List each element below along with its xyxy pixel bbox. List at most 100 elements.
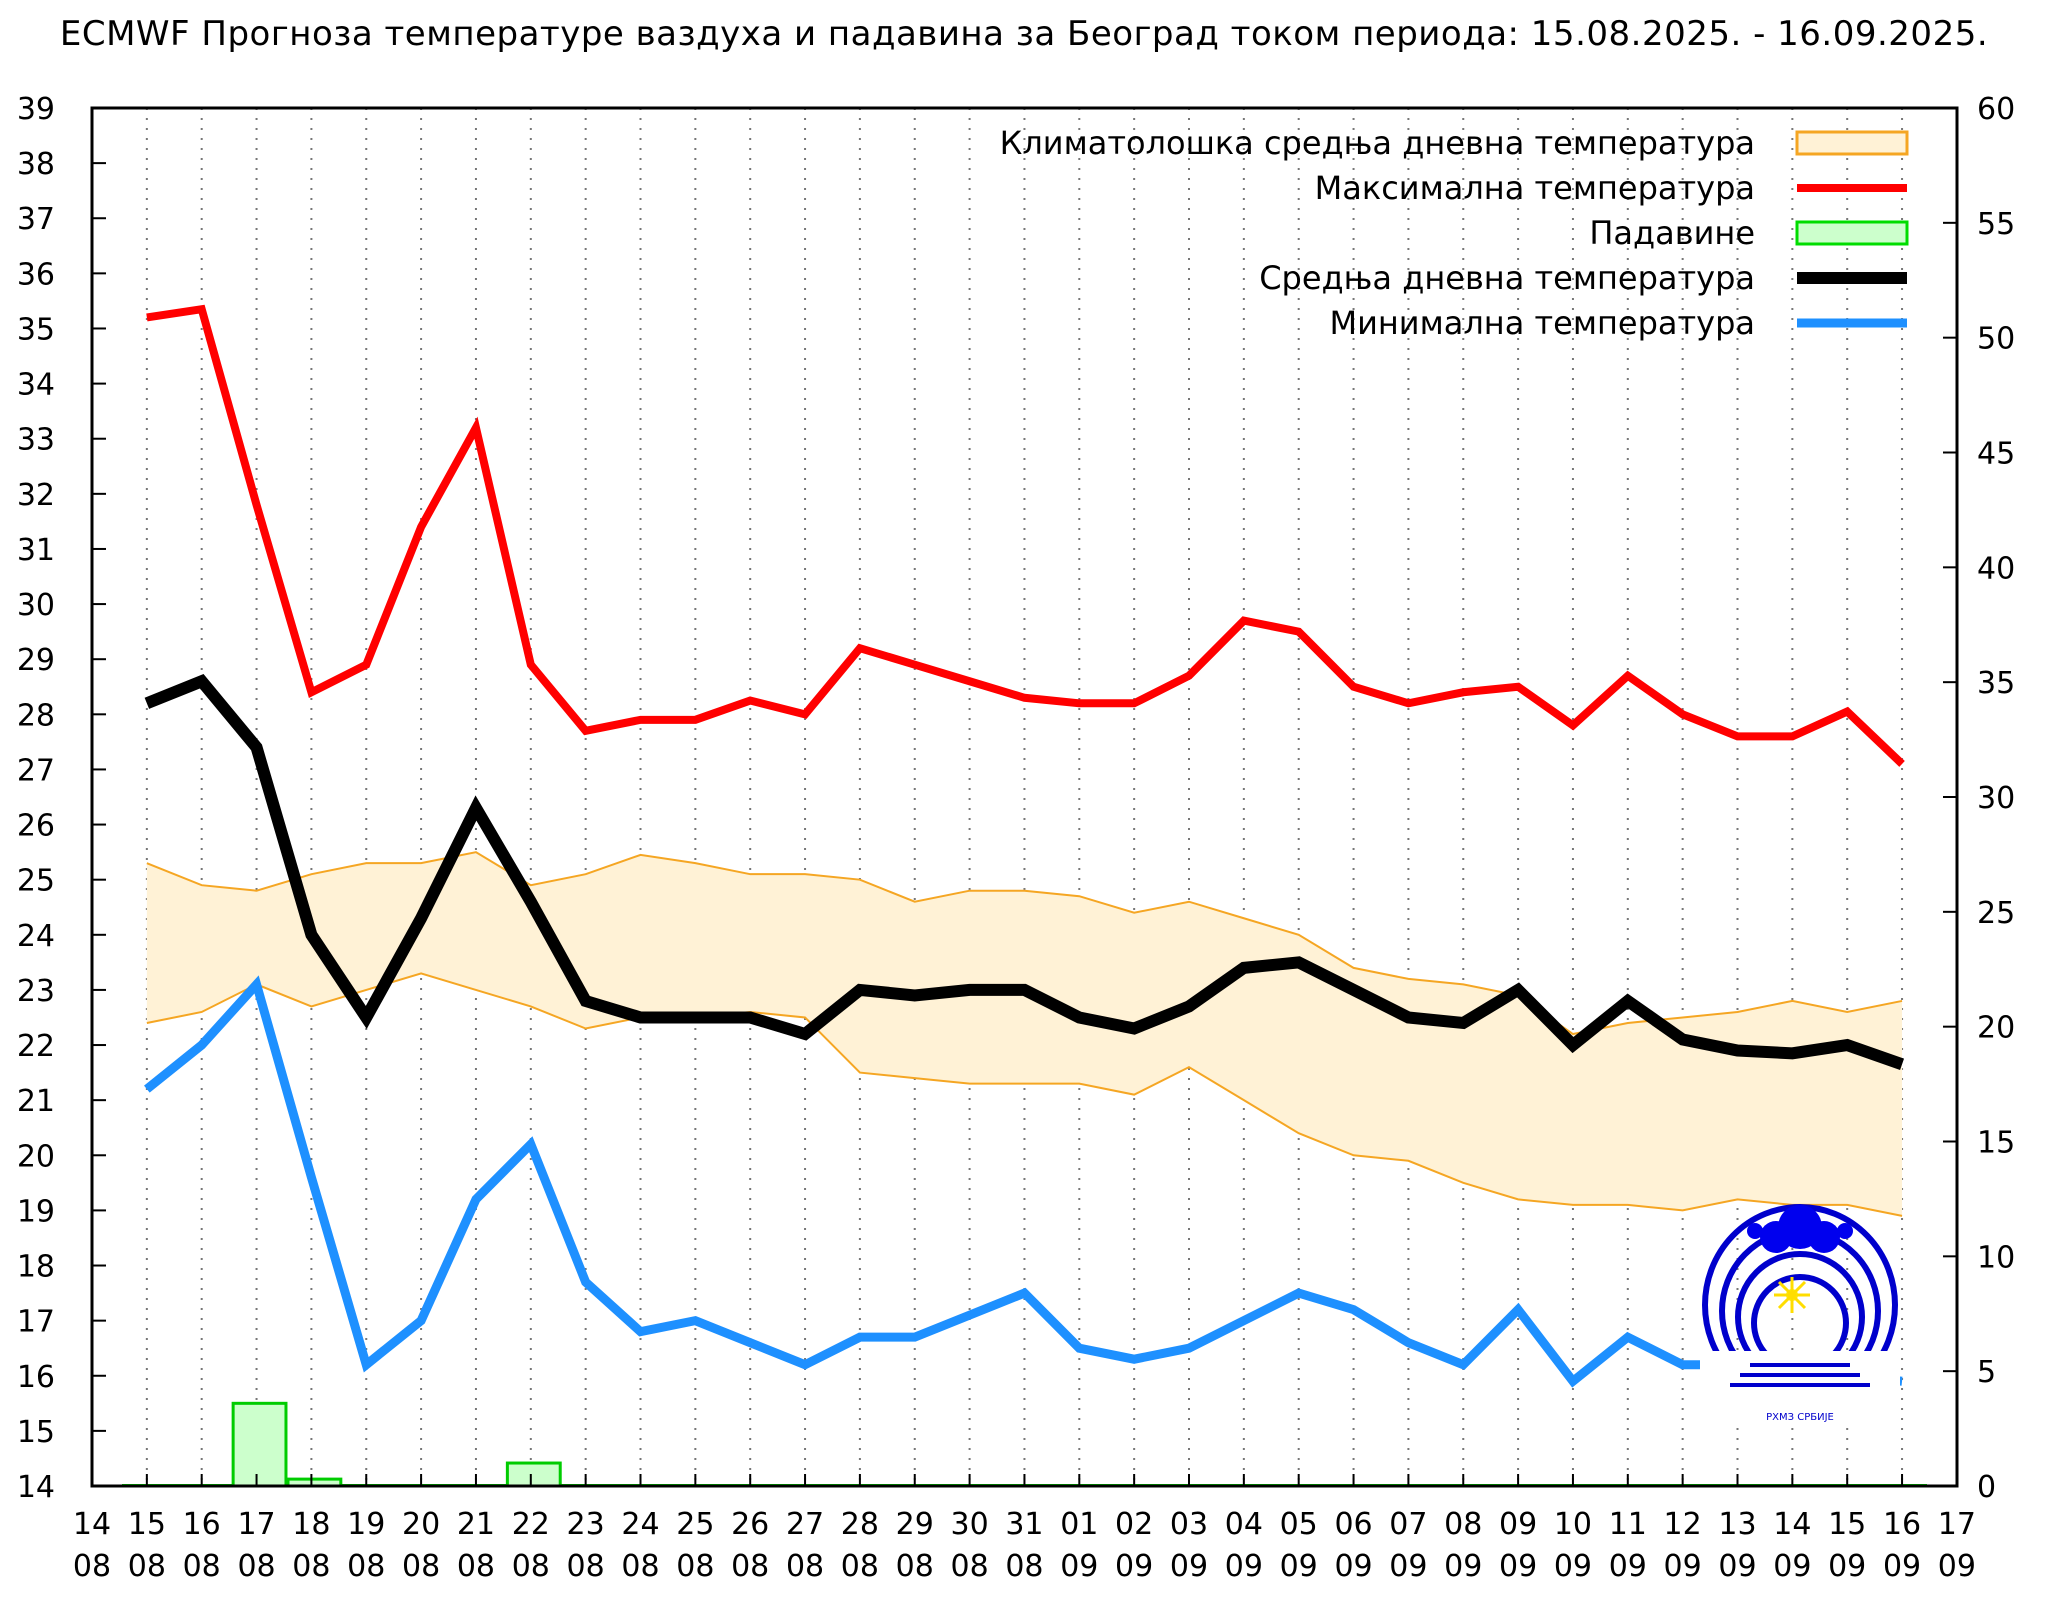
x-tick-day-27: 10 [1554,1507,1592,1542]
x-tick-day-20: 03 [1170,1507,1208,1542]
left-tick-label-18: 18 [17,1250,55,1285]
left-tick-label-32: 32 [17,478,55,513]
climatology-fill [146,852,1903,1216]
x-tick-day-26: 09 [1499,1507,1537,1542]
x-tick-day-29: 12 [1664,1507,1702,1542]
x-tick-month-0: 08 [73,1549,111,1584]
x-tick-day-14: 28 [841,1507,879,1542]
climatology-lower-line [146,972,1903,1217]
x-tick-day-32: 15 [1828,1507,1866,1542]
x-tick-day-31: 14 [1773,1507,1811,1542]
tmax-line [146,304,1905,767]
x-tick-day-18: 01 [1060,1507,1098,1542]
x-tick-day-8: 22 [512,1507,550,1542]
left-tick-label-14: 14 [17,1470,55,1505]
legend-label-tmin: Минимална температура [1329,304,1755,342]
x-tick-day-1: 15 [128,1507,166,1542]
x-tick-month-7: 08 [457,1549,495,1584]
x-tick-day-19: 02 [1115,1507,1153,1542]
legend-label-tmean: Средња дневна температура [1259,259,1755,297]
x-tick-day-21: 04 [1225,1507,1263,1542]
x-tick-month-21: 09 [1225,1549,1263,1584]
x-tick-day-3: 17 [237,1507,275,1542]
right-tick-label-40: 40 [1977,551,2015,586]
x-tick-month-24: 09 [1389,1549,1427,1584]
x-tick-month-18: 09 [1060,1549,1098,1584]
left-tick-label-16: 16 [17,1360,55,1395]
left-tick-label-23: 23 [17,974,55,1009]
left-tick-label-19: 19 [17,1194,55,1229]
right-tick-label-45: 45 [1977,437,2015,472]
left-tick-label-34: 34 [17,368,55,403]
right-tick-label-35: 35 [1977,666,2015,701]
left-tick-label-39: 39 [17,92,55,127]
x-tick-day-2: 16 [183,1507,221,1542]
left-tick-label-28: 28 [17,698,55,733]
right-tick-label-5: 5 [1977,1355,1996,1390]
right-tick-label-60: 60 [1977,92,2015,127]
left-tick-label-26: 26 [17,809,55,844]
x-tick-day-22: 05 [1280,1507,1318,1542]
x-tick-day-24: 07 [1389,1507,1427,1542]
tmean-line [144,674,1905,1070]
logo-mark [1700,1204,1900,1421]
legend-label-clim: Климатолошка средња дневна температура [1000,124,1755,162]
x-tick-month-26: 09 [1499,1549,1537,1584]
x-tick-day-10: 24 [621,1507,659,1542]
right-tick-label-55: 55 [1977,207,2015,242]
left-tick-label-38: 38 [17,147,55,182]
tmin-line [144,975,1903,1388]
rhmz-serbia-logo: РХМЗ СРБИЈЕ [1700,1204,1900,1423]
precipitation-bars [122,1401,1927,1488]
x-tick-day-17: 31 [1005,1507,1043,1542]
left-tick-label-22: 22 [17,1029,55,1064]
x-tick-month-9: 08 [567,1549,605,1584]
climatology-band [146,851,1903,1217]
x-tick-day-15: 29 [896,1507,934,1542]
x-tick-month-3: 08 [237,1549,275,1584]
x-tick-day-12: 26 [731,1507,769,1542]
x-tick-month-23: 09 [1334,1549,1372,1584]
left-tick-label-30: 30 [17,588,55,623]
x-tick-day-33: 16 [1883,1507,1921,1542]
legend-label-precip: Падавине [1589,214,1755,252]
left-tick-label-21: 21 [17,1084,55,1119]
x-tick-month-1: 08 [128,1549,166,1584]
x-tick-day-34: 17 [1938,1507,1976,1542]
x-tick-day-16: 30 [951,1507,989,1542]
x-tick-month-8: 08 [512,1549,550,1584]
x-tick-day-6: 20 [402,1507,440,1542]
x-tick-day-13: 27 [786,1507,824,1542]
x-tick-month-16: 08 [951,1549,989,1584]
series-lines [144,304,1905,1388]
x-tick-day-4: 18 [292,1507,330,1542]
x-tick-month-34: 09 [1938,1549,1976,1584]
x-tick-day-25: 08 [1444,1507,1482,1542]
right-tick-label-25: 25 [1977,896,2015,931]
right-tick-label-15: 15 [1977,1126,2015,1161]
right-tick-label-30: 30 [1977,781,2015,816]
right-tick-label-10: 10 [1977,1240,2015,1275]
x-tick-month-14: 08 [841,1549,879,1584]
sun-icon [1774,1277,1810,1313]
climatology-upper-line [146,851,1903,1036]
right-tick-label-50: 50 [1977,322,2015,357]
x-tick-day-28: 11 [1609,1507,1647,1542]
right-tick-label-20: 20 [1977,1011,2015,1046]
x-tick-month-27: 09 [1554,1549,1592,1584]
x-tick-month-32: 09 [1828,1549,1866,1584]
left-tick-label-31: 31 [17,533,55,568]
x-tick-day-30: 13 [1718,1507,1756,1542]
x-tick-day-23: 06 [1334,1507,1372,1542]
x-tick-day-11: 25 [676,1507,714,1542]
legend-label-tmax: Максимална температура [1315,169,1755,207]
x-tick-day-0: 14 [73,1507,111,1542]
x-tick-month-11: 08 [676,1549,714,1584]
x-tick-month-20: 09 [1170,1549,1208,1584]
x-tick-month-29: 09 [1664,1549,1702,1584]
x-tick-month-28: 09 [1609,1549,1647,1584]
x-tick-month-12: 08 [731,1549,769,1584]
x-tick-month-30: 09 [1718,1549,1756,1584]
x-tick-month-6: 08 [402,1549,440,1584]
